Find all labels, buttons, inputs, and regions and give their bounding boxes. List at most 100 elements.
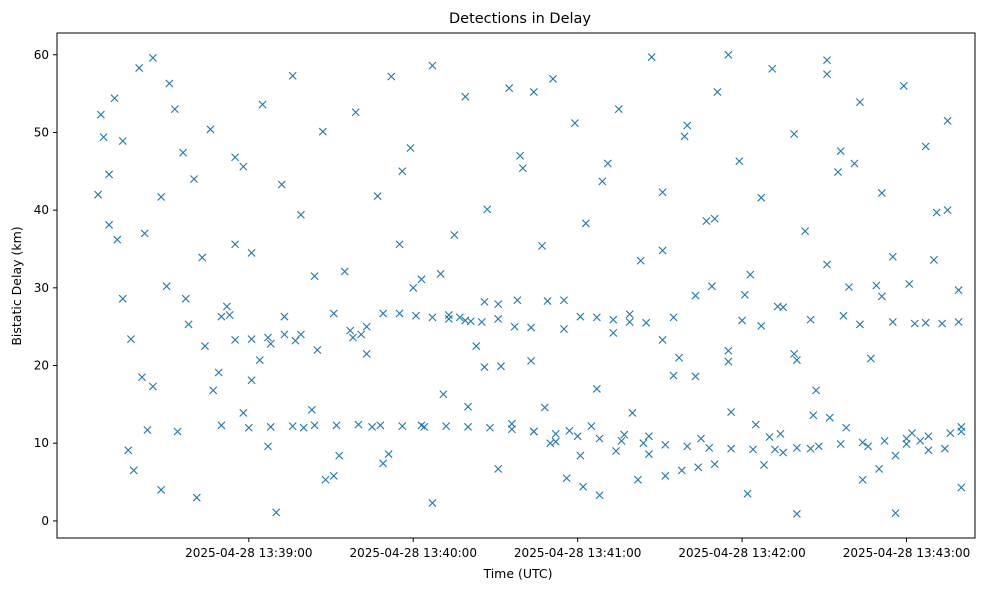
data-point (247, 335, 256, 344)
data-point (510, 322, 519, 331)
y-tick-label: 30 (34, 281, 49, 295)
data-point (836, 440, 845, 448)
data-point (357, 330, 366, 339)
data-point (99, 133, 108, 142)
data-point (244, 423, 253, 432)
data-point (633, 475, 642, 484)
data-point (321, 475, 330, 484)
data-point (644, 450, 653, 459)
data-point (812, 386, 821, 395)
y-tick-label: 0 (41, 514, 49, 528)
data-point (513, 296, 522, 305)
data-point (855, 98, 864, 107)
data-point (464, 422, 473, 431)
data-point (792, 443, 801, 452)
data-point (636, 256, 645, 265)
data-point (105, 170, 114, 179)
data-point (179, 148, 188, 157)
data-point (94, 190, 103, 199)
data-point (776, 429, 785, 438)
data-point (661, 440, 670, 449)
x-tick-label: 2025-04-28 13:43:00 (843, 546, 970, 560)
data-point (118, 294, 127, 303)
data-point (299, 423, 308, 432)
data-point (823, 70, 832, 79)
data-point (170, 105, 179, 114)
data-point (858, 475, 867, 484)
data-point (905, 279, 914, 288)
data-point (738, 316, 747, 325)
data-point (529, 88, 538, 97)
data-point (921, 318, 930, 327)
data-point (428, 499, 437, 508)
data-point (916, 436, 925, 445)
data-point (409, 283, 418, 292)
data-point (135, 63, 144, 72)
data-point (222, 302, 231, 311)
data-point (258, 100, 267, 109)
data-point (496, 362, 505, 371)
data-point (592, 384, 601, 393)
data-point (691, 291, 700, 300)
data-point (551, 437, 560, 446)
scatter-points (94, 50, 966, 518)
data-point (806, 444, 815, 453)
data-point (206, 125, 215, 134)
data-point (239, 408, 248, 417)
data-point (461, 92, 470, 101)
data-point (428, 61, 437, 70)
data-point (444, 314, 453, 323)
data-point (713, 88, 722, 97)
data-point (570, 119, 579, 128)
data-point (200, 342, 209, 351)
data-point (625, 318, 634, 327)
data-point (642, 318, 651, 327)
data-point (313, 345, 322, 354)
data-point (669, 313, 678, 322)
data-point (373, 192, 382, 201)
data-point (735, 157, 744, 166)
data-point (264, 442, 272, 451)
data-point (148, 382, 157, 391)
data-point (165, 79, 174, 88)
data-point (806, 315, 815, 324)
data-point (354, 420, 363, 429)
data-point (527, 356, 536, 365)
data-point (332, 421, 341, 430)
data-point (680, 132, 689, 141)
data-point (724, 346, 733, 355)
data-point (801, 227, 810, 236)
data-point (379, 309, 388, 318)
data-point (384, 450, 393, 459)
x-tick-label: 2025-04-28 13:41:00 (514, 546, 641, 560)
data-point (957, 483, 966, 492)
x-tick-label: 2025-04-28 13:39:00 (185, 546, 312, 560)
data-point (691, 372, 700, 381)
data-point (247, 376, 256, 385)
data-point (814, 442, 823, 451)
data-point (929, 255, 938, 264)
data-point (124, 446, 133, 455)
data-point (310, 421, 319, 430)
data-point (351, 108, 360, 117)
data-point (696, 434, 705, 443)
data-point (507, 425, 516, 434)
data-point (192, 493, 201, 502)
data-point (749, 445, 758, 454)
data-point (494, 300, 503, 309)
data-point (217, 421, 226, 430)
data-point (398, 422, 407, 431)
data-point (368, 422, 377, 431)
data-point (661, 471, 670, 480)
data-point (864, 442, 873, 451)
data-point (683, 442, 692, 451)
data-point (579, 482, 588, 491)
data-point (543, 297, 552, 306)
data-point (266, 422, 275, 431)
data-point (957, 422, 966, 431)
x-tick-label: 2025-04-28 13:40:00 (350, 546, 477, 560)
data-point (702, 217, 711, 226)
data-point (442, 422, 451, 431)
data-point (694, 463, 703, 472)
data-point (609, 315, 618, 324)
